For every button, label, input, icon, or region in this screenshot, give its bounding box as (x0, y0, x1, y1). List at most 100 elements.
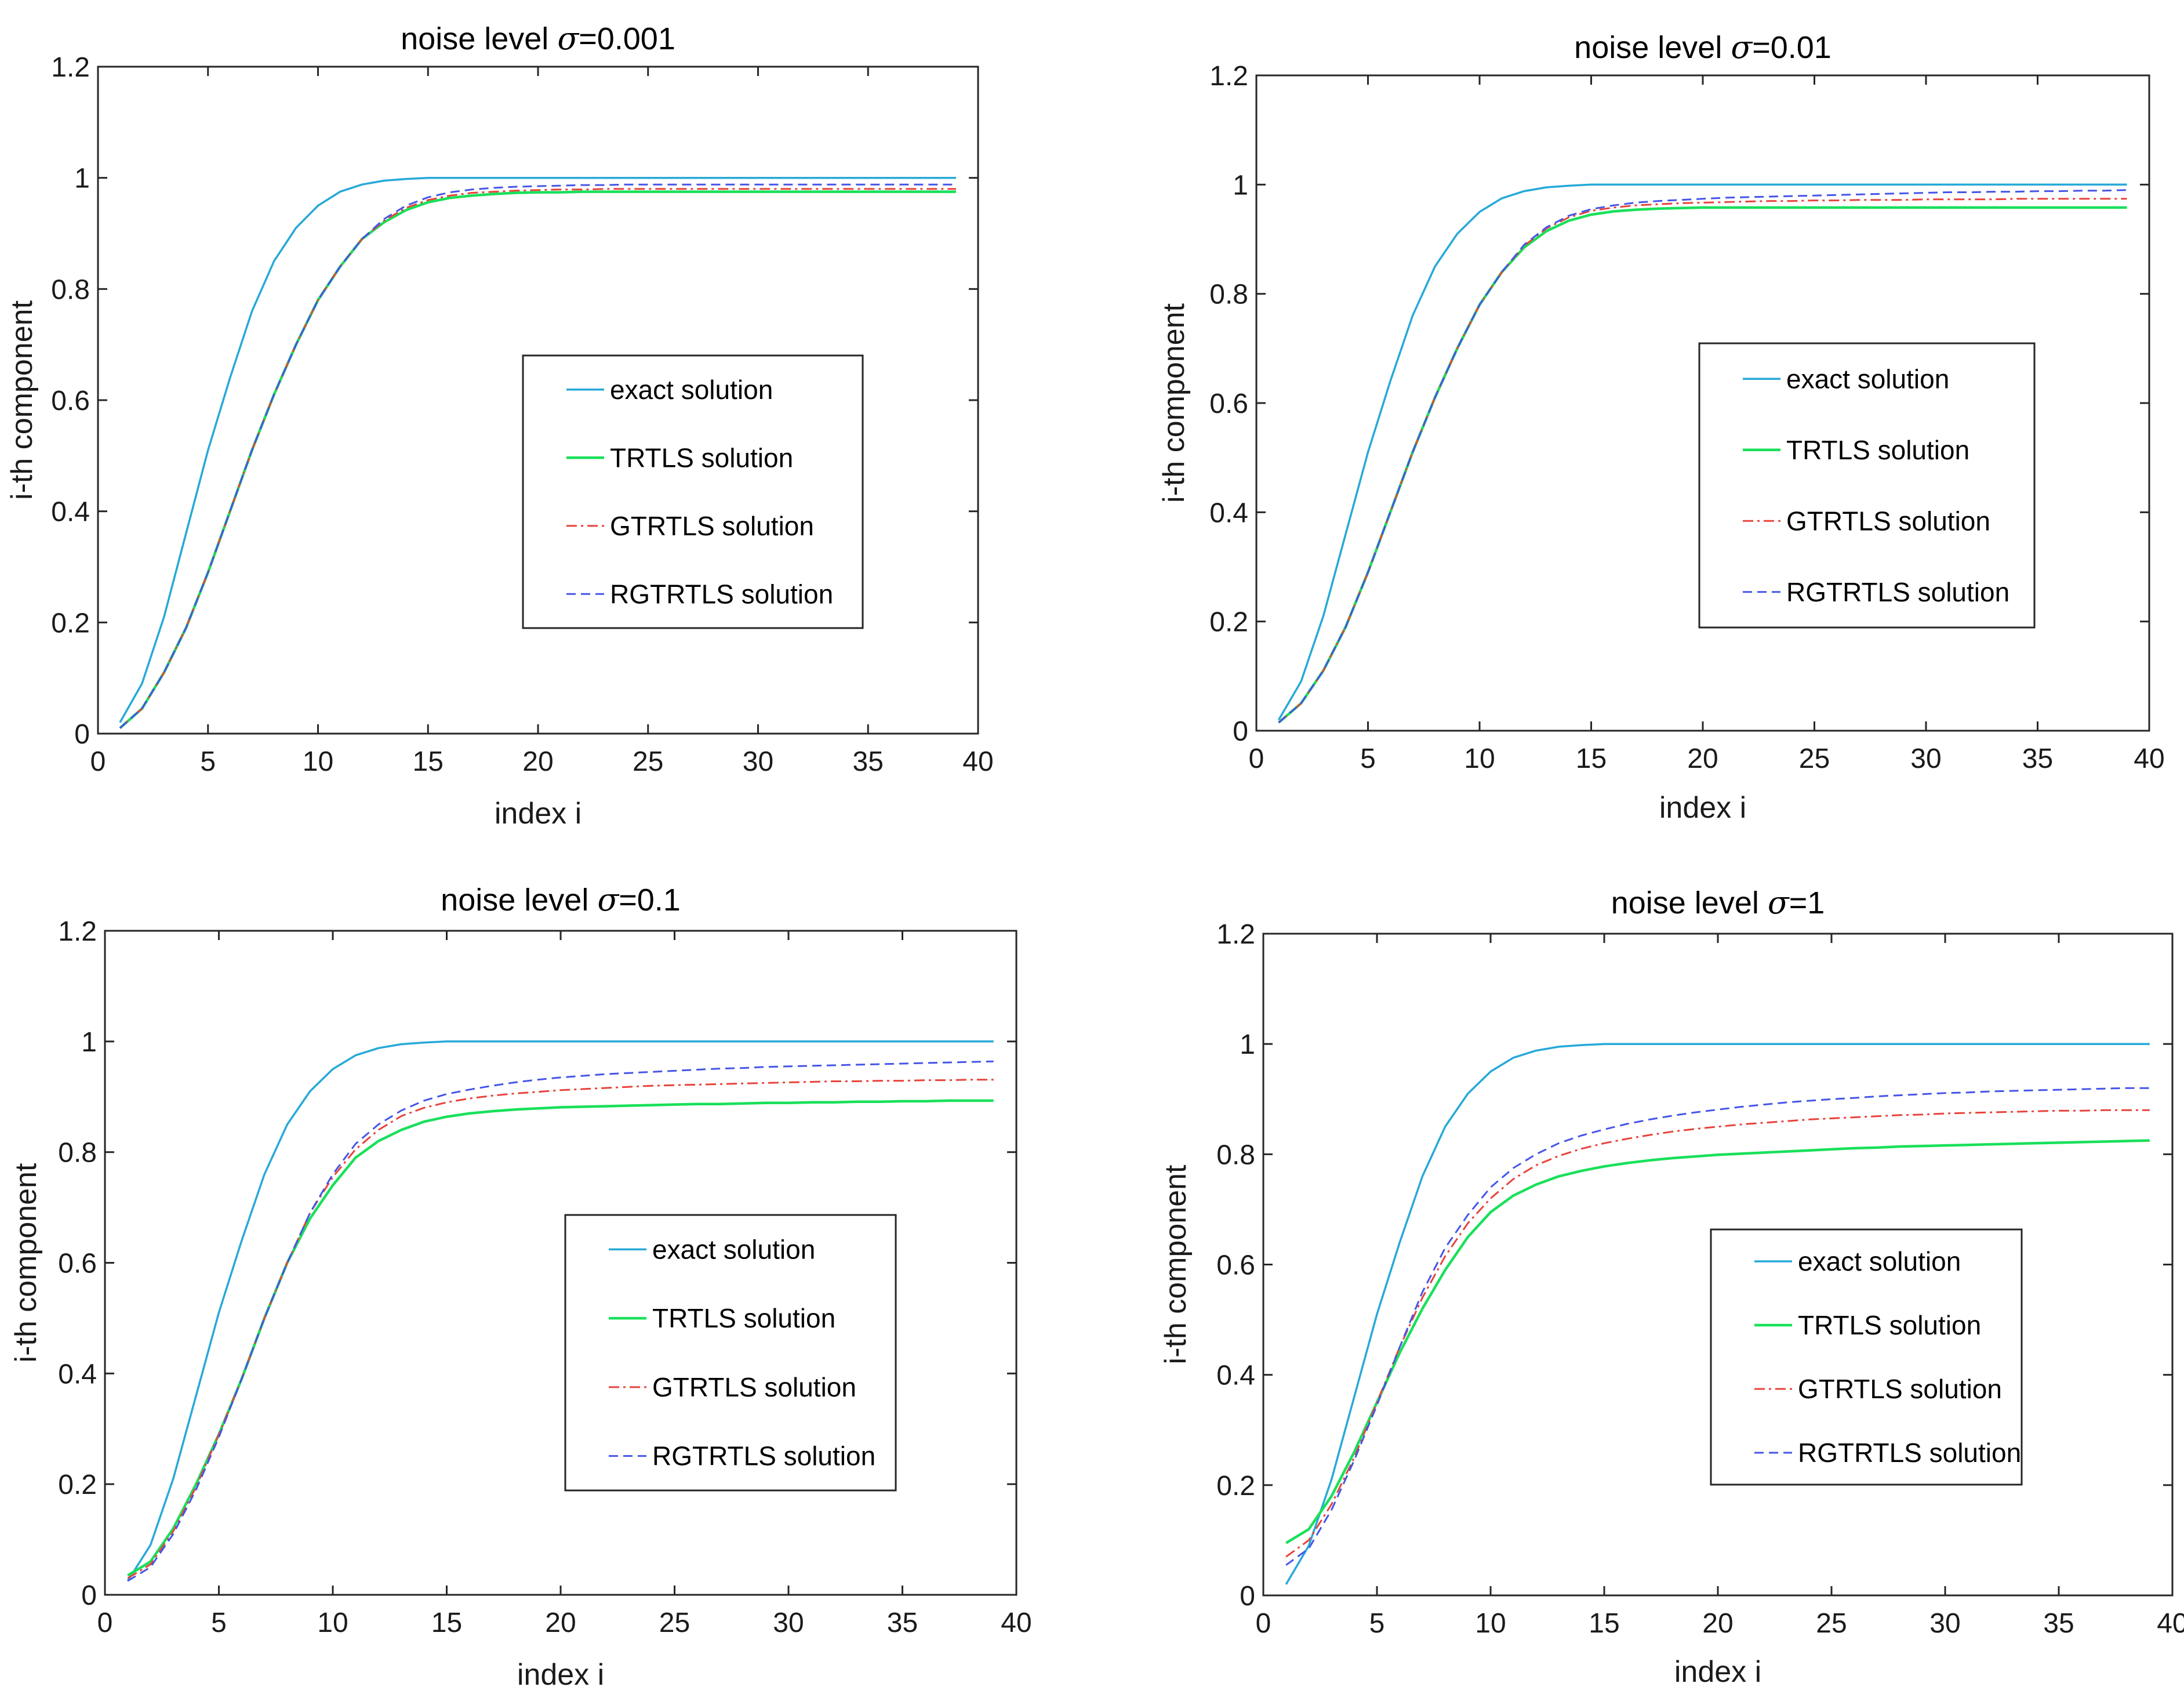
y-tick-label: 1.2 (51, 52, 90, 83)
x-tick-label: 30 (743, 746, 773, 777)
x-tick-label: 5 (1369, 1608, 1385, 1639)
x-tick-label: 20 (522, 746, 553, 777)
y-axis-label: i-th component (1157, 303, 1191, 503)
x-axis-label: index i (1674, 1655, 1761, 1689)
chart-title: noise level σ=1 (1611, 884, 1825, 921)
x-tick-label: 15 (1576, 743, 1607, 774)
series-line-rgtrtls-solution (119, 183, 956, 729)
x-tick-label: 20 (1687, 743, 1718, 774)
legend-label: exact solution (652, 1234, 815, 1264)
chart-title: noise level σ=0.001 (401, 20, 675, 57)
y-tick-label: 0.2 (1216, 1471, 1255, 1501)
y-tick-label: 1 (74, 164, 90, 194)
y-tick-label: 0.2 (1209, 607, 1248, 638)
x-tick-label: 40 (2134, 743, 2164, 774)
legend-label: TRTLS solution (610, 442, 793, 473)
y-tick-label: 0 (1233, 716, 1248, 747)
x-tick-label: 30 (1910, 743, 1941, 774)
y-tick-label: 1 (81, 1027, 97, 1058)
y-tick-label: 1 (1240, 1029, 1255, 1060)
series-line-trtls-solution (1285, 1139, 2150, 1544)
legend-label: GTRTLS solution (1798, 1374, 2002, 1404)
y-tick-label: 1.2 (1216, 919, 1255, 950)
y-axis-label: i-th component (5, 300, 39, 500)
series-line-gtrtls-solution (119, 188, 956, 729)
y-tick-label: 0.2 (58, 1470, 97, 1500)
x-tick-label: 35 (2022, 743, 2053, 774)
x-axis-label: index i (1659, 791, 1746, 825)
chart-panel-1: 0 5 10 15 20 25 30 35 40 0 0.2 0.4 0.6 0.8 1 1.2 noise l… (5, 20, 994, 830)
legend-label: RGTRTLS solution (1798, 1438, 2021, 1468)
x-tick-label: 0 (90, 746, 106, 777)
legend-label: RGTRTLS solution (1786, 577, 2009, 607)
x-tick-label: 10 (1475, 1608, 1506, 1639)
legend-label: GTRTLS solution (652, 1372, 856, 1402)
y-tick-label: 0.8 (1216, 1140, 1255, 1170)
x-tick-label: 15 (1589, 1608, 1619, 1639)
legend-box (564, 1214, 897, 1492)
y-tick-label: 1.2 (1209, 61, 1248, 92)
x-axis-label: index i (495, 797, 582, 830)
y-tick-label: 0.6 (58, 1249, 97, 1279)
x-tick-label: 5 (211, 1608, 227, 1638)
y-tick-label: 1 (1233, 170, 1248, 201)
series-line-rgtrtls-solution (127, 1060, 994, 1582)
y-axis-label: i-th component (9, 1163, 43, 1363)
legend-label: RGTRTLS solution (610, 579, 833, 609)
y-tick-label: 0.4 (1216, 1361, 1255, 1391)
chart-panel-2: 0 5 10 15 20 25 30 35 40 0 0.2 0.4 0.6 0.8 1 1.2 noise l… (1157, 29, 2165, 825)
series-line-rgtrtls-solution (1278, 189, 2127, 724)
y-tick-label: 0.4 (1209, 498, 1248, 528)
x-tick-label: 30 (773, 1608, 804, 1638)
x-tick-label: 20 (1702, 1608, 1733, 1639)
legend-label: RGTRTLS solution (652, 1441, 875, 1471)
legend: exact solution TRTLS solution GTRTLS solut… (522, 354, 864, 629)
x-tick-label: 20 (545, 1608, 576, 1638)
legend-label: exact solution (610, 375, 773, 405)
y-tick-label: 0.6 (51, 386, 90, 416)
chart-panel-3: 0 5 10 15 20 25 30 35 40 0 0.2 0.4 0.6 0.8 1 1.2 noise l… (9, 881, 1032, 1692)
x-tick-label: 25 (1799, 743, 1830, 774)
y-axis-label: i-th component (1159, 1165, 1193, 1365)
y-tick-label: 0 (74, 719, 90, 750)
series-line-exact-solution (126, 1040, 994, 1582)
y-tick-label: 0 (81, 1580, 97, 1611)
legend-label: TRTLS solution (652, 1303, 835, 1333)
legend: exact solution TRTLS solution GTRTLS solut… (564, 1214, 897, 1492)
legend: exact solution TRTLS solution GTRTLS solut… (1698, 342, 2036, 629)
legend: exact solution TRTLS solution GTRTLS solut… (1710, 1228, 2023, 1486)
x-tick-label: 35 (2043, 1608, 2074, 1639)
x-tick-label: 0 (1256, 1608, 1271, 1639)
x-tick-label: 40 (1001, 1608, 1031, 1638)
x-tick-label: 15 (431, 1608, 462, 1638)
chart-title: noise level σ=0.1 (441, 881, 681, 918)
y-tick-label: 0.8 (1209, 280, 1248, 310)
x-tick-label: 10 (303, 746, 333, 777)
series-line-exact-solution (1285, 1043, 2150, 1585)
x-tick-label: 15 (413, 746, 444, 777)
x-tick-label: 25 (633, 746, 663, 777)
series-line-exact-solution (119, 176, 956, 723)
legend-label: TRTLS solution (1786, 435, 1969, 465)
chart-panel-4: 0 5 10 15 20 25 30 35 40 0 0.2 0.4 0.6 0.8 1 1.2 noise l… (1159, 884, 2184, 1689)
x-axis-label: index i (517, 1658, 604, 1692)
x-tick-label: 10 (1464, 743, 1495, 774)
y-tick-label: 0 (1240, 1581, 1255, 1612)
y-tick-label: 0.6 (1216, 1250, 1255, 1281)
legend-label: exact solution (1798, 1246, 1961, 1276)
y-tick-label: 0.2 (51, 608, 90, 639)
legend-box (1698, 342, 2036, 629)
x-tick-label: 0 (1249, 743, 1264, 774)
x-tick-label: 0 (97, 1608, 113, 1638)
x-tick-label: 25 (659, 1608, 690, 1638)
legend-box (1710, 1228, 2023, 1486)
x-tick-label: 10 (317, 1608, 348, 1638)
chart-title: noise level σ=0.01 (1574, 29, 1831, 66)
x-tick-label: 35 (887, 1608, 918, 1638)
legend-label: GTRTLS solution (1786, 506, 1990, 536)
y-tick-label: 0.8 (51, 274, 90, 305)
series-line-trtls-solution (119, 190, 956, 730)
legend-label: TRTLS solution (1798, 1310, 1981, 1340)
legend-box (522, 354, 864, 629)
